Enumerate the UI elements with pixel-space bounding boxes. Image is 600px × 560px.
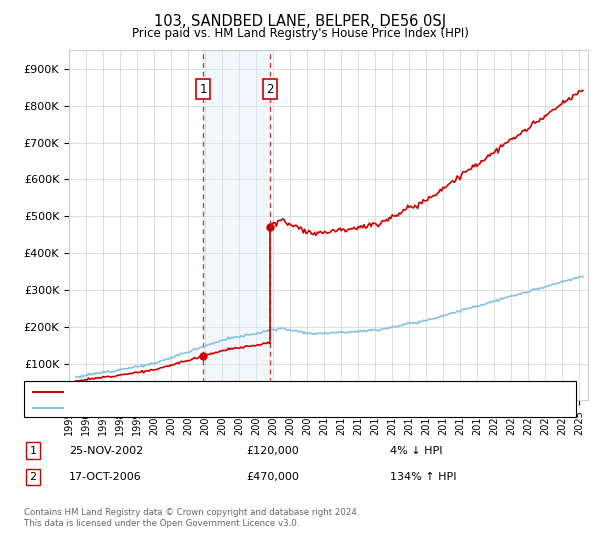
Text: 2: 2 bbox=[29, 472, 37, 482]
Text: 25-NOV-2002: 25-NOV-2002 bbox=[69, 446, 143, 456]
Text: Price paid vs. HM Land Registry's House Price Index (HPI): Price paid vs. HM Land Registry's House … bbox=[131, 27, 469, 40]
Text: HPI: Average price, detached house, Amber Valley: HPI: Average price, detached house, Ambe… bbox=[69, 402, 331, 412]
Text: 134% ↑ HPI: 134% ↑ HPI bbox=[390, 472, 457, 482]
Text: 4% ↓ HPI: 4% ↓ HPI bbox=[390, 446, 443, 456]
Text: 17-OCT-2006: 17-OCT-2006 bbox=[69, 472, 142, 482]
Text: 1: 1 bbox=[29, 446, 37, 456]
Text: 103, SANDBED LANE, BELPER, DE56 0SJ (detached house): 103, SANDBED LANE, BELPER, DE56 0SJ (det… bbox=[69, 386, 372, 396]
Text: 2: 2 bbox=[266, 82, 274, 96]
Text: 103, SANDBED LANE, BELPER, DE56 0SJ: 103, SANDBED LANE, BELPER, DE56 0SJ bbox=[154, 14, 446, 29]
Text: Contains HM Land Registry data © Crown copyright and database right 2024.
This d: Contains HM Land Registry data © Crown c… bbox=[24, 508, 359, 528]
Text: £120,000: £120,000 bbox=[246, 446, 299, 456]
Text: £470,000: £470,000 bbox=[246, 472, 299, 482]
Bar bbox=[203, 50, 270, 400]
Text: 1: 1 bbox=[200, 82, 207, 96]
